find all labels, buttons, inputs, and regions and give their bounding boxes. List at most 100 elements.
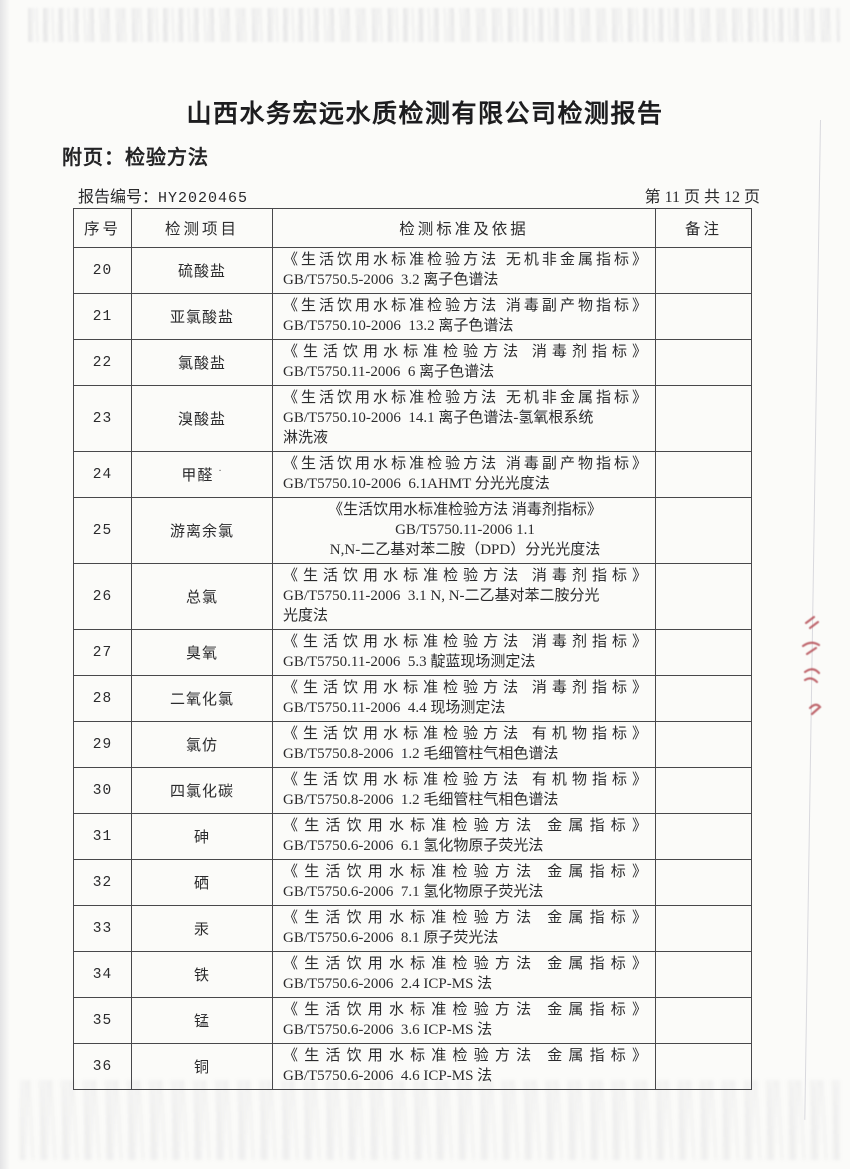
standard-line: GB/T5750.8-2006 1.2 毛细管柱气相色谱法 bbox=[283, 792, 559, 808]
column-header-standard: 检测标准及依据 bbox=[272, 208, 656, 248]
standard-line: 《生活饮用水标准检验方法 无机非金属指标》 bbox=[283, 252, 647, 268]
remark-cell bbox=[655, 339, 752, 386]
standard-line: GB/T5750.10-2006 14.1 离子色谱法-氢氧根系统 bbox=[283, 410, 594, 426]
table-row: 22 氯酸盐 《生活饮用水标准检验方法 消毒剂指标》 GB/T5750.11-2006… bbox=[73, 339, 752, 386]
report-number: 报告编号：HY2020465 bbox=[78, 183, 248, 207]
standard-line: GB/T5750.11-2006 5.3 靛蓝现场测定法 bbox=[283, 654, 536, 670]
test-item-cell: 硒 bbox=[131, 859, 273, 906]
standard-line: 《生活饮用水标准检验方法 金属指标》 bbox=[283, 956, 647, 972]
standard-line: GB/T5750.6-2006 2.4 ICP-MS 法 bbox=[283, 976, 493, 992]
row-number-cell: 29 bbox=[73, 721, 132, 768]
remark-cell bbox=[655, 247, 752, 294]
standard-line: GB/T5750.6-2006 4.6 ICP-MS 法 bbox=[283, 1068, 493, 1084]
standard-line: 《生活饮用水标准检验方法 消毒剂指标》 bbox=[283, 634, 647, 650]
appendix-subtitle: 附页：检验方法 bbox=[62, 147, 209, 169]
table-row: 32 硒《生活饮用水标准检验方法 金属指标》 GB/T5750.6-2006 7.1… bbox=[73, 859, 752, 906]
standard-line: GB/T5750.8-2006 1.2 毛细管柱气相色谱法 bbox=[283, 746, 559, 762]
remark-cell bbox=[655, 293, 752, 340]
table-row: 30 四氯化碳 《生活饮用水标准检验方法 有机物指标》 GB/T5750.8-2006… bbox=[73, 767, 752, 814]
test-item-cell: 氯仿 bbox=[131, 721, 273, 768]
remark-cell bbox=[655, 721, 752, 768]
standard-cell: 《生活饮用水标准检验方法 金属指标》 GB/T5750.6-2006 4.6 IC… bbox=[272, 1043, 656, 1090]
report-number-label: 报告编号： bbox=[78, 189, 159, 206]
report-number-value: HY2020465 bbox=[158, 190, 249, 207]
test-item-cell: 臭氧 bbox=[131, 629, 273, 676]
test-item-cell: 氯酸盐 bbox=[131, 339, 273, 386]
column-header-no: 序号 bbox=[73, 208, 132, 248]
table-body: 20 硫酸盐 《生活饮用水标准检验方法 无机非金属指标》 GB/T5750.5-200… bbox=[73, 247, 752, 1090]
scan-noise-bottom bbox=[20, 1080, 840, 1160]
standard-line: 《生活饮用水标准检验方法 金属指标》 bbox=[283, 1048, 647, 1064]
row-number-cell: 28 bbox=[73, 675, 132, 722]
test-item-cell: 溴酸盐 bbox=[131, 385, 273, 452]
standard-line: GB/T5750.11-2006 1.1 bbox=[395, 522, 535, 538]
standard-cell: 《生活饮用水标准检验方法 金属指标》 GB/T5750.6-2006 2.4 IC… bbox=[272, 951, 656, 998]
standard-cell: 《生活饮用水标准检验方法 无机非金属指标》 GB/T5750.5-2006 3.2… bbox=[272, 247, 656, 294]
standard-line: GB/T5750.6-2006 7.1 氢化物原子荧光法 bbox=[283, 884, 544, 900]
remark-cell bbox=[655, 951, 752, 998]
test-item-cell: 四氯化碳 bbox=[131, 767, 273, 814]
standard-line: 《生活饮用水标准检验方法 消毒副产物指标》 bbox=[283, 456, 647, 472]
standard-cell: 《生活饮用水标准检验方法 金属指标》 GB/T5750.6-2006 3.6 IC… bbox=[272, 997, 656, 1044]
remark-cell bbox=[655, 905, 752, 952]
remark-cell bbox=[655, 385, 752, 452]
remark-cell bbox=[655, 767, 752, 814]
row-number-cell: 24 bbox=[73, 451, 132, 498]
standard-line: 《生活饮用水标准检验方法 金属指标》 bbox=[283, 1002, 647, 1018]
standard-line: 《生活饮用水标准检验方法 消毒剂指标》 bbox=[283, 344, 647, 360]
standard-cell: 《生活饮用水标准检验方法 无机非金属指标》 GB/T5750.10-2006 14… bbox=[272, 385, 656, 452]
column-header-remark: 备注 bbox=[655, 208, 752, 248]
standard-cell: 《生活饮用水标准检验方法 消毒副产物指标》 GB/T5750.10-2006 6.… bbox=[272, 451, 656, 498]
standard-line: GB/T5750.11-2006 6 离子色谱法 bbox=[283, 364, 495, 380]
meta-row: 报告编号：HY2020465 第 11 页 共 12 页 bbox=[78, 183, 760, 207]
test-item-cell: 汞 bbox=[131, 905, 273, 952]
page-title: 山西水务宏远水质检测有限公司检测报告 bbox=[186, 100, 664, 128]
table-row: 28 二氧化氯 《生活饮用水标准检验方法 消毒剂指标》 GB/T5750.11-200… bbox=[73, 675, 752, 722]
remark-cell bbox=[655, 497, 752, 564]
paper-edge-shadow-left bbox=[0, 0, 10, 1169]
methods-table: 序号 检测项目 检测标准及依据 备注 20 硫酸盐 《生活饮用水标准检验方法 无机非… bbox=[73, 208, 752, 1090]
standard-line: GB/T5750.11-2006 4.4 现场测定法 bbox=[283, 700, 506, 716]
standard-line: 《生活饮用水标准检验方法 无机非金属指标》 bbox=[283, 390, 647, 406]
scan-noise-top bbox=[28, 8, 840, 42]
standard-line: 《生活饮用水标准检验方法 有机物指标》 bbox=[283, 772, 647, 788]
standard-line: GB/T5750.6-2006 6.1 氢化物原子荧光法 bbox=[283, 838, 544, 854]
standard-line: GB/T5750.10-2006 6.1AHMT 分光光度法 bbox=[283, 476, 550, 492]
standard-cell: 《生活饮用水标准检验方法 金属指标》 GB/T5750.6-2006 8.1 原子… bbox=[272, 905, 656, 952]
standard-line: 《生活饮用水标准检验方法 有机物指标》 bbox=[283, 726, 647, 742]
test-item-cell: 二氧化氯 bbox=[131, 675, 273, 722]
table-row: 23 溴酸盐 《生活饮用水标准检验方法 无机非金属指标》 GB/T5750.10-20… bbox=[73, 385, 752, 452]
test-item-cell: 总氯 bbox=[131, 563, 273, 630]
standard-line: GB/T5750.5-2006 3.2 离子色谱法 bbox=[283, 272, 499, 288]
row-number-cell: 26 bbox=[73, 563, 132, 630]
remark-cell bbox=[655, 997, 752, 1044]
standard-line: GB/T5750.11-2006 3.1 N, N-二乙基对苯二胺分光 bbox=[283, 588, 600, 604]
row-number-cell: 23 bbox=[73, 385, 132, 452]
standard-line: 《生活饮用水标准检验方法 消毒剂指标》 bbox=[283, 568, 647, 584]
standard-line: GB/T5750.6-2006 3.6 ICP-MS 法 bbox=[283, 1022, 493, 1038]
row-number-cell: 20 bbox=[73, 247, 132, 294]
row-number-cell: 34 bbox=[73, 951, 132, 998]
row-number-cell: 22 bbox=[73, 339, 132, 386]
test-item-cell: 砷 bbox=[131, 813, 273, 860]
remark-cell bbox=[655, 629, 752, 676]
standard-cell: 《生活饮用水标准检验方法 消毒剂指标》 GB/T5750.11-2006 3.1 … bbox=[272, 563, 656, 630]
table-row: 35 锰《生活饮用水标准检验方法 金属指标》 GB/T5750.6-2006 3.6… bbox=[73, 997, 752, 1044]
standard-line: 《生活饮用水标准检验方法 消毒剂指标》 bbox=[328, 502, 602, 518]
standard-cell: 《生活饮用水标准检验方法 有机物指标》 GB/T5750.8-2006 1.2 毛… bbox=[272, 767, 656, 814]
test-item-cell: 游离余氯 bbox=[131, 497, 273, 564]
table-row: 24 甲醛 · 《生活饮用水标准检验方法 消毒副产物指标》 GB/T5750.10-20… bbox=[73, 451, 752, 498]
standard-cell: 《生活饮用水标准检验方法 金属指标》 GB/T5750.6-2006 7.1 氢化… bbox=[272, 859, 656, 906]
table-row: 25 游离余氯 《生活饮用水标准检验方法 消毒剂指标》 GB/T5750.11-200… bbox=[73, 497, 752, 564]
row-number-cell: 36 bbox=[73, 1043, 132, 1090]
remark-cell bbox=[655, 859, 752, 906]
table-row: 27 臭氧 《生活饮用水标准检验方法 消毒剂指标》 GB/T5750.11-2006 … bbox=[73, 629, 752, 676]
test-item-cell: 甲醛 · bbox=[131, 451, 273, 498]
table-row: 34 铁《生活饮用水标准检验方法 金属指标》 GB/T5750.6-2006 2.4… bbox=[73, 951, 752, 998]
standard-cell: 《生活饮用水标准检验方法 有机物指标》 GB/T5750.8-2006 1.2 毛… bbox=[272, 721, 656, 768]
test-item-cell: 铁 bbox=[131, 951, 273, 998]
row-number-cell: 27 bbox=[73, 629, 132, 676]
table-row: 26 总氯 《生活饮用水标准检验方法 消毒剂指标》 GB/T5750.11-2006 … bbox=[73, 563, 752, 630]
remark-cell bbox=[655, 813, 752, 860]
